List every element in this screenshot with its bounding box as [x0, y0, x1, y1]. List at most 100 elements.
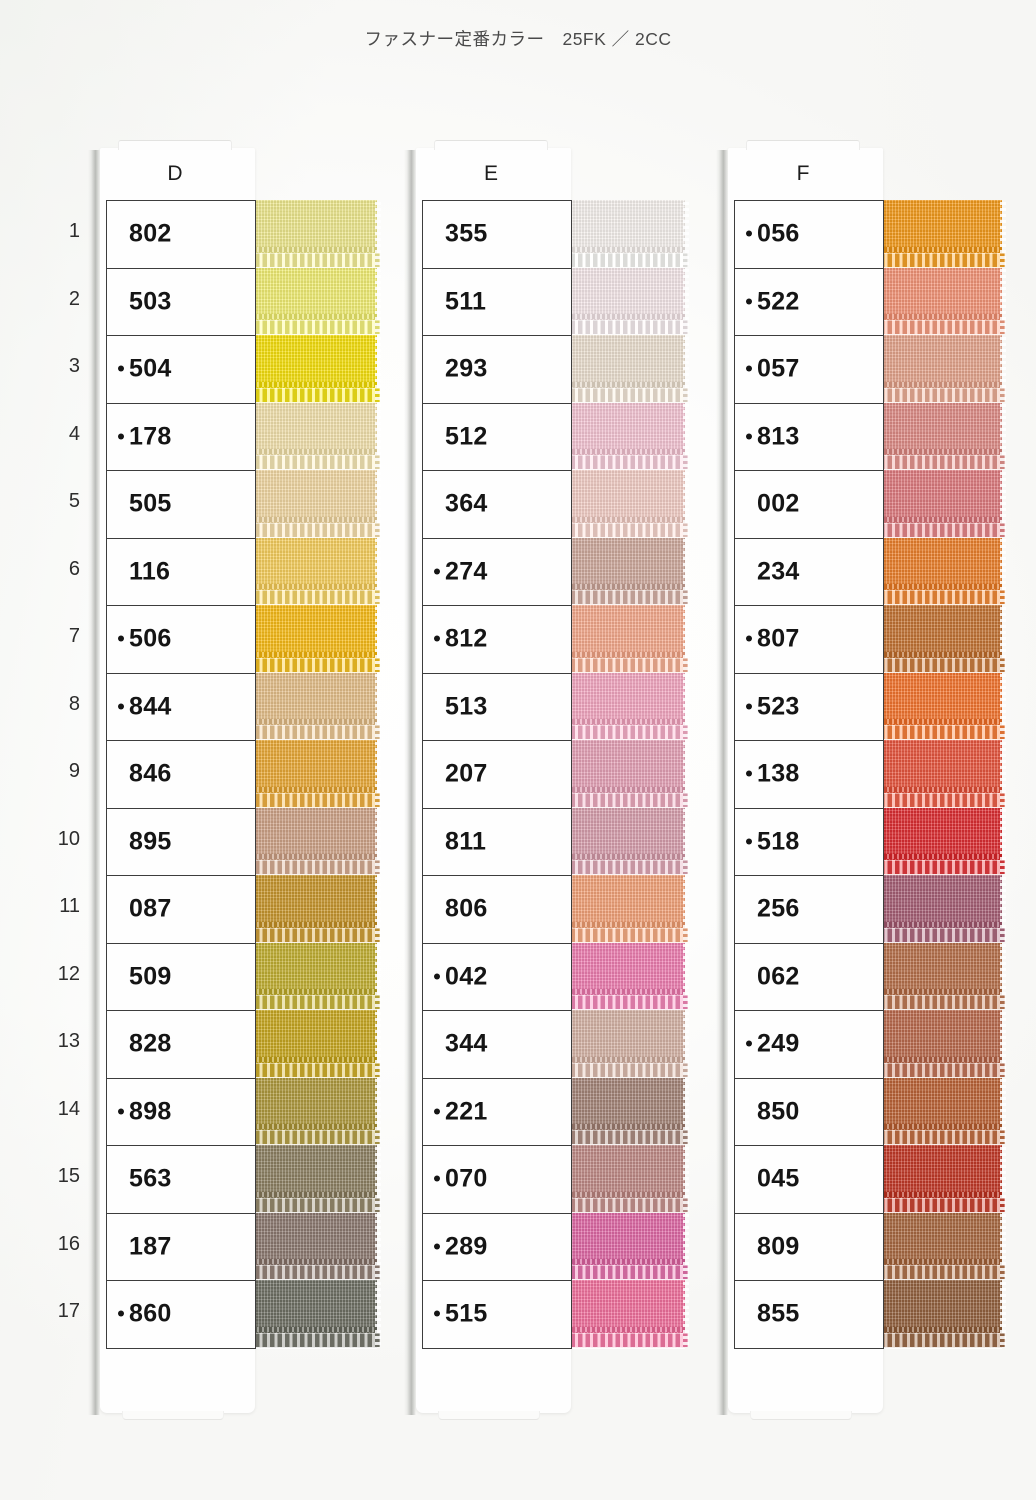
code-row[interactable]: 813 [735, 404, 883, 471]
color-swatch[interactable] [237, 875, 381, 944]
color-swatch[interactable] [862, 1010, 1006, 1079]
code-row[interactable]: 518 [735, 809, 883, 876]
color-card-f[interactable]: F 056 522 057 813 002 234 807 523 138 518 256 062 249… [716, 140, 884, 1420]
color-swatch[interactable] [862, 1212, 1006, 1281]
color-swatch[interactable] [237, 537, 381, 606]
code-row[interactable]: 802 [107, 201, 255, 269]
code-row[interactable]: 042 [423, 944, 571, 1011]
zipper-coil [862, 927, 1005, 942]
color-swatch[interactable] [237, 470, 381, 539]
color-swatch[interactable] [862, 1280, 1006, 1349]
color-swatch[interactable] [237, 807, 381, 876]
code-row[interactable]: 056 [735, 201, 883, 269]
color-code-label: 070 [434, 1165, 488, 1194]
code-row[interactable]: 844 [107, 674, 255, 741]
code-row[interactable]: 846 [107, 741, 255, 809]
code-row[interactable]: 807 [735, 606, 883, 674]
code-row[interactable]: 509 [107, 944, 255, 1011]
color-code-label: 045 [757, 1164, 800, 1193]
color-swatch[interactable] [862, 200, 1006, 269]
code-row[interactable]: 289 [423, 1214, 571, 1281]
color-swatch[interactable] [862, 740, 1006, 809]
color-swatch[interactable] [237, 1280, 381, 1349]
color-code-label: 002 [757, 489, 800, 518]
color-card-e[interactable]: E 355 511 293 512 364 274 812 513 207 811 806 042 344… [404, 140, 572, 1420]
code-row[interactable]: 002 [735, 471, 883, 539]
color-swatch[interactable] [862, 1077, 1006, 1146]
code-row[interactable]: 513 [423, 674, 571, 741]
color-swatch[interactable] [237, 267, 381, 336]
color-swatch[interactable] [862, 605, 1006, 674]
color-swatch[interactable] [237, 1077, 381, 1146]
code-row[interactable]: 138 [735, 741, 883, 809]
code-row[interactable]: 344 [423, 1011, 571, 1079]
color-swatch[interactable] [545, 200, 689, 269]
code-row[interactable]: 504 [107, 336, 255, 404]
swatch-cut-edge [1000, 942, 1006, 1010]
code-row[interactable]: 234 [735, 539, 883, 606]
code-row[interactable]: 070 [423, 1146, 571, 1214]
swatch-cut-edge [1000, 1212, 1006, 1280]
code-row[interactable]: 207 [423, 741, 571, 809]
code-row[interactable]: 274 [423, 539, 571, 606]
code-row[interactable]: 895 [107, 809, 255, 876]
color-swatch[interactable] [862, 807, 1006, 876]
zipper-coil [237, 1265, 380, 1279]
code-row[interactable]: 811 [423, 809, 571, 876]
code-row[interactable]: 256 [735, 876, 883, 944]
code-row[interactable]: 512 [423, 404, 571, 471]
code-row[interactable]: 087 [107, 876, 255, 944]
code-row[interactable]: 293 [423, 336, 571, 404]
color-swatch[interactable] [862, 537, 1006, 606]
code-row[interactable]: 355 [423, 201, 571, 269]
color-swatch[interactable] [237, 1010, 381, 1079]
color-swatch[interactable] [862, 402, 1006, 471]
code-row[interactable]: 523 [735, 674, 883, 741]
code-row[interactable]: 812 [423, 606, 571, 674]
code-row[interactable]: 116 [107, 539, 255, 606]
code-row[interactable]: 850 [735, 1079, 883, 1146]
code-row[interactable]: 515 [423, 1281, 571, 1349]
code-row[interactable]: 057 [735, 336, 883, 404]
color-swatch[interactable] [862, 672, 1006, 741]
zipper-coil [237, 792, 380, 807]
color-swatch[interactable] [862, 267, 1006, 336]
code-row[interactable]: 855 [735, 1281, 883, 1349]
color-swatch[interactable] [237, 1212, 381, 1281]
color-swatch[interactable] [237, 672, 381, 741]
code-row[interactable]: 860 [107, 1281, 255, 1349]
code-row[interactable]: 898 [107, 1079, 255, 1146]
code-row[interactable]: 506 [107, 606, 255, 674]
code-row[interactable]: 221 [423, 1079, 571, 1146]
color-swatch[interactable] [862, 942, 1006, 1011]
color-swatch[interactable] [237, 200, 381, 269]
color-swatch[interactable] [237, 335, 381, 404]
code-row[interactable]: 505 [107, 471, 255, 539]
code-row[interactable]: 511 [423, 269, 571, 336]
code-row[interactable]: 364 [423, 471, 571, 539]
color-swatch[interactable] [237, 740, 381, 809]
code-row[interactable]: 187 [107, 1214, 255, 1281]
color-swatch[interactable] [237, 402, 381, 471]
code-row[interactable]: 563 [107, 1146, 255, 1214]
color-swatch[interactable] [237, 605, 381, 674]
code-row[interactable]: 045 [735, 1146, 883, 1214]
code-row[interactable]: 503 [107, 269, 255, 336]
color-swatch[interactable] [237, 1145, 381, 1214]
code-row[interactable]: 809 [735, 1214, 883, 1281]
code-row[interactable]: 828 [107, 1011, 255, 1079]
swatch-seam [237, 1326, 377, 1332]
color-code-label: 249 [746, 1030, 800, 1059]
color-swatch[interactable] [862, 470, 1006, 539]
code-row[interactable]: 178 [107, 404, 255, 471]
color-swatch[interactable] [862, 335, 1006, 404]
color-card-d[interactable]: D 802 503 504 178 505 116 506 844 846 895 087 509 828… [88, 140, 256, 1420]
code-row[interactable]: 249 [735, 1011, 883, 1079]
color-swatch[interactable] [862, 875, 1006, 944]
swatch-cut-edge [1000, 740, 1006, 808]
code-row[interactable]: 806 [423, 876, 571, 944]
code-row[interactable]: 062 [735, 944, 883, 1011]
color-swatch[interactable] [862, 1145, 1006, 1214]
color-swatch[interactable] [237, 942, 381, 1011]
code-row[interactable]: 522 [735, 269, 883, 336]
